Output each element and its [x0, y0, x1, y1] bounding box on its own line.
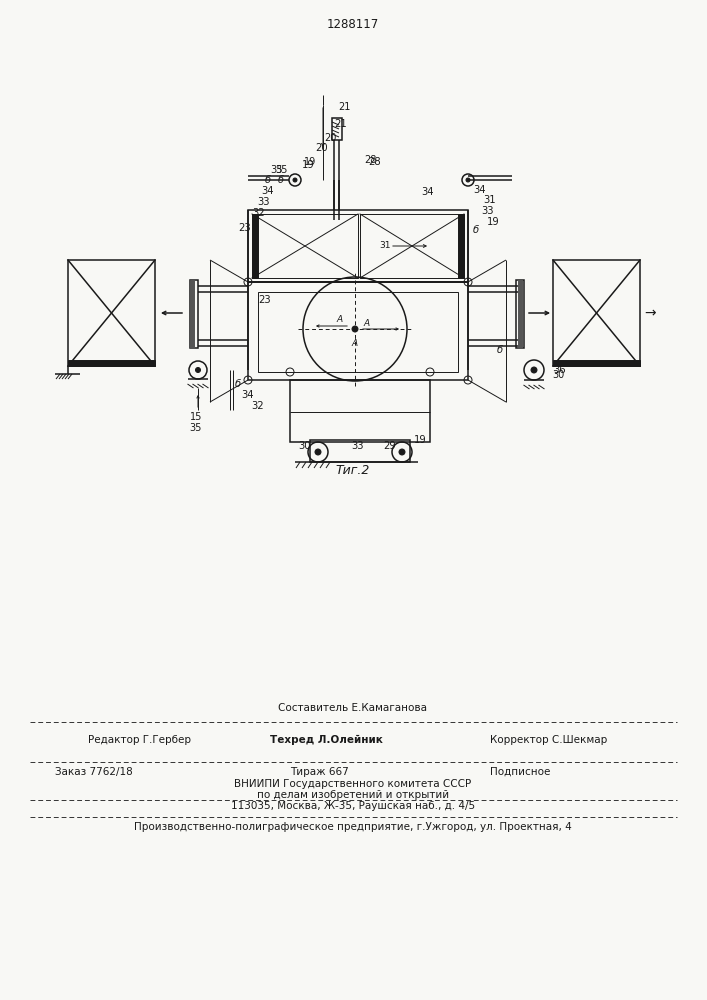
- Bar: [252, 214, 258, 278]
- Bar: [332, 118, 342, 140]
- Text: Τиг.2: Τиг.2: [336, 464, 370, 477]
- Text: по делам изобретений и открытий: по делам изобретений и открытий: [257, 790, 449, 800]
- Text: A: A: [364, 318, 370, 328]
- Text: 21: 21: [334, 119, 347, 129]
- Text: б: б: [235, 379, 241, 389]
- Bar: [68, 260, 155, 366]
- Text: 33: 33: [352, 441, 364, 451]
- Text: 32: 32: [252, 208, 265, 218]
- Bar: [516, 280, 524, 348]
- Text: Тираж 667: Тираж 667: [290, 767, 349, 777]
- Text: 32: 32: [252, 401, 264, 411]
- Text: Техред Л.Олейник: Техред Л.Олейник: [270, 735, 383, 745]
- Circle shape: [293, 178, 297, 182]
- Text: 35: 35: [271, 165, 284, 175]
- Text: 113035, Москва, Ж-35, Раушская наб., д. 4/5: 113035, Москва, Ж-35, Раушская наб., д. …: [231, 801, 475, 811]
- Text: 28: 28: [364, 155, 376, 165]
- Text: →: →: [644, 306, 656, 320]
- Text: 1288117: 1288117: [327, 18, 379, 31]
- Text: 36: 36: [554, 365, 566, 375]
- Text: 23: 23: [259, 295, 271, 305]
- Bar: [360, 214, 464, 278]
- Text: ВНИИПИ Государственного комитета СССР: ВНИИПИ Государственного комитета СССР: [235, 779, 472, 789]
- Text: 20: 20: [324, 133, 337, 143]
- Text: Заказ 7762/18: Заказ 7762/18: [55, 767, 133, 777]
- Bar: [458, 214, 464, 278]
- Circle shape: [315, 449, 321, 455]
- Bar: [518, 280, 522, 348]
- Text: Производственно-полиграфическое предприятие, г.Ужгород, ул. Проектная, 4: Производственно-полиграфическое предприя…: [134, 822, 572, 832]
- Text: A: A: [337, 314, 343, 324]
- Bar: [248, 210, 468, 282]
- Text: 34: 34: [474, 185, 486, 195]
- Text: Корректор С.Шекмар: Корректор С.Шекмар: [490, 735, 607, 745]
- Circle shape: [352, 326, 358, 332]
- Text: 21: 21: [338, 102, 350, 112]
- Text: 19: 19: [304, 157, 316, 167]
- Circle shape: [466, 178, 470, 182]
- Text: 19: 19: [414, 435, 426, 445]
- Text: б: б: [497, 345, 503, 355]
- Circle shape: [531, 367, 537, 373]
- Text: б: б: [473, 225, 479, 235]
- Circle shape: [399, 449, 405, 455]
- Bar: [190, 280, 194, 348]
- Text: 35: 35: [275, 165, 287, 175]
- Text: 34: 34: [422, 187, 434, 197]
- Text: 31: 31: [484, 195, 496, 205]
- Text: 19: 19: [486, 217, 499, 227]
- Bar: [553, 260, 640, 366]
- Text: 31: 31: [379, 240, 391, 249]
- Text: 35: 35: [189, 423, 202, 433]
- Text: 33: 33: [481, 206, 494, 216]
- Bar: [290, 380, 430, 442]
- Text: Редактор Г.Гербер: Редактор Г.Гербер: [88, 735, 191, 745]
- Bar: [310, 440, 410, 462]
- Bar: [248, 282, 468, 380]
- Text: A: A: [352, 340, 358, 349]
- Text: 20: 20: [315, 143, 328, 153]
- Text: 30: 30: [552, 370, 564, 380]
- Text: б: б: [278, 175, 284, 185]
- Text: б: б: [265, 175, 271, 185]
- Text: Подписное: Подписное: [490, 767, 550, 777]
- Circle shape: [196, 367, 201, 372]
- Bar: [68, 360, 155, 366]
- Text: 34: 34: [242, 390, 255, 400]
- Text: 15: 15: [189, 412, 202, 422]
- Text: 23: 23: [239, 223, 251, 233]
- Bar: [553, 360, 640, 366]
- Text: 30: 30: [299, 441, 311, 451]
- Text: 34: 34: [262, 186, 274, 196]
- Text: 29: 29: [384, 441, 397, 451]
- Bar: [258, 292, 458, 372]
- Bar: [252, 214, 358, 278]
- Text: 28: 28: [368, 157, 381, 167]
- Text: 33: 33: [258, 197, 270, 207]
- Text: 19: 19: [302, 160, 315, 170]
- Bar: [190, 280, 198, 348]
- Text: Составитель Е.Камаганова: Составитель Е.Камаганова: [279, 703, 428, 713]
